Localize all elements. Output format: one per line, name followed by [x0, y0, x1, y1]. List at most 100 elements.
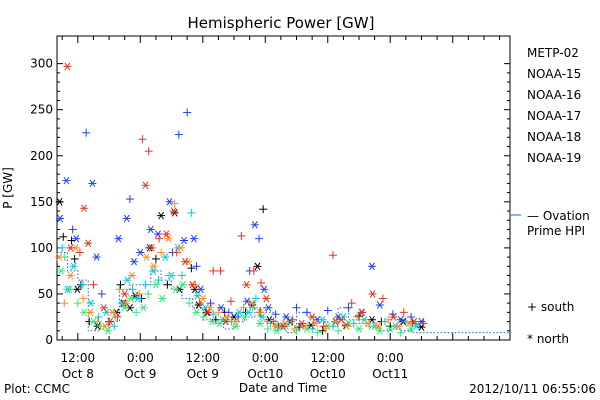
- south-point: [216, 266, 225, 275]
- north-point: [256, 319, 265, 328]
- north-point: [250, 221, 259, 229]
- south-point: [323, 306, 332, 315]
- north-point: [258, 313, 267, 321]
- south-point: [68, 225, 77, 234]
- south-point: [79, 294, 88, 303]
- north-point: [386, 325, 395, 333]
- south-point: [199, 312, 208, 321]
- south-point: [396, 328, 405, 337]
- south-point: [319, 322, 328, 331]
- south-point: [269, 317, 278, 326]
- south-point: [192, 262, 201, 271]
- south-point: [144, 289, 153, 298]
- south-point: [399, 308, 408, 317]
- north-point: [192, 308, 201, 317]
- north-point: [158, 294, 167, 303]
- south-point: [313, 328, 322, 337]
- south-point: [113, 312, 122, 321]
- south-point: [378, 294, 387, 303]
- north-point: [189, 234, 198, 243]
- south-point: [214, 308, 223, 317]
- y-tick-label: 50: [38, 287, 53, 301]
- south-point: [174, 130, 183, 139]
- south-point: [170, 199, 179, 208]
- south-point: [209, 266, 218, 275]
- y-tick-label: 0: [45, 333, 53, 347]
- south-point: [115, 285, 124, 294]
- north-point: [231, 317, 240, 326]
- north-point: [318, 315, 327, 324]
- north-point: [63, 62, 72, 71]
- legend-entry: NOAA-18: [527, 130, 581, 144]
- north-point: [171, 285, 180, 294]
- north-point: [57, 267, 66, 275]
- north-point: [179, 280, 188, 289]
- north-point: [337, 315, 346, 324]
- north-point: [308, 313, 317, 321]
- north-point: [162, 230, 171, 238]
- south-point: [97, 289, 106, 298]
- north-point: [151, 280, 160, 289]
- south-point: [132, 308, 141, 317]
- south-point: [138, 135, 147, 144]
- north-point: [139, 303, 148, 312]
- south-point: [328, 251, 337, 260]
- north-point: [196, 285, 205, 294]
- north-point: [375, 326, 384, 335]
- north-point: [375, 301, 384, 309]
- north-point: [92, 253, 101, 261]
- south-point: [292, 303, 301, 312]
- south-point: [82, 128, 91, 137]
- north-point: [410, 317, 419, 326]
- north-point: [242, 280, 251, 289]
- south-point: [155, 234, 164, 243]
- x-tick-time-label: 12:00: [185, 351, 220, 365]
- x-tick-date-label: Oct10: [310, 367, 346, 381]
- south-point: [144, 147, 153, 156]
- north-point: [66, 271, 75, 280]
- south-point: [154, 276, 163, 285]
- north-point: [55, 253, 64, 261]
- south-point: [135, 289, 144, 298]
- south-point: [255, 234, 264, 243]
- south-point: [347, 299, 356, 308]
- north-point: [363, 319, 372, 328]
- north-point: [86, 308, 95, 317]
- south-point: [73, 299, 82, 308]
- south-point: [187, 264, 196, 273]
- x-tick-date-label: Oct11: [372, 367, 408, 381]
- north-point: [120, 303, 129, 312]
- north-point: [55, 198, 64, 206]
- north-point: [130, 257, 139, 266]
- south-point: [67, 236, 76, 245]
- north-point: [272, 326, 281, 335]
- y-tick-label: 250: [30, 103, 53, 117]
- north-point: [260, 285, 269, 294]
- south-point: [75, 248, 84, 257]
- south-point: [163, 280, 172, 289]
- y-tick-label: 150: [30, 195, 53, 209]
- north-point: [235, 308, 244, 317]
- south-point: [401, 317, 410, 326]
- x-tick-date-label: Oct 8: [62, 367, 94, 381]
- north-point: [264, 303, 273, 312]
- south-point: [292, 326, 301, 335]
- south-point: [407, 312, 416, 321]
- south-point: [128, 285, 137, 294]
- south-point: [116, 280, 125, 289]
- south-point: [419, 319, 428, 328]
- north-point: [180, 236, 189, 245]
- chart-title: Hemispheric Power [GW]: [188, 14, 375, 32]
- north-point: [104, 326, 113, 335]
- north-point: [100, 322, 109, 330]
- legend-entry: NOAA-15: [527, 67, 581, 81]
- north-point: [215, 319, 224, 328]
- north-point: [146, 225, 155, 234]
- north-point: [69, 262, 78, 271]
- north-point: [141, 181, 150, 190]
- north-point: [368, 262, 377, 271]
- legend: METP-02 NOAA-15 NOAA-16 NOAA-17 NOAA-18 NOAA-…: [511, 46, 590, 346]
- north-point: [142, 253, 151, 261]
- x-axis: 12:00 Oct 8 0:00 Oct 9 12:00 Oct 9 0:00 Oct10 12…: [61, 36, 501, 381]
